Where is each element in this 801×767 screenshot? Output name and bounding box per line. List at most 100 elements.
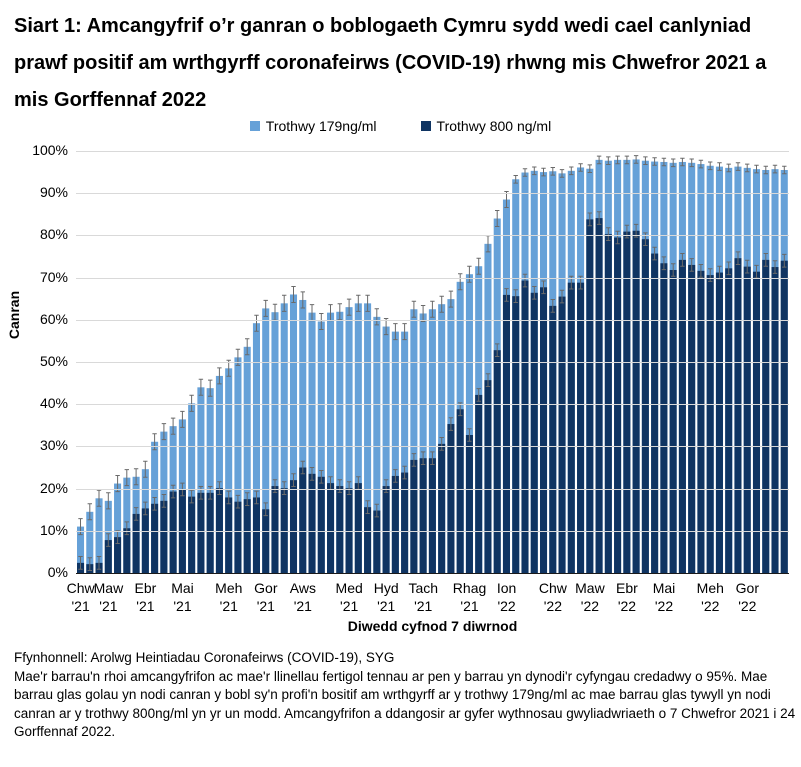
gridline [76,193,789,195]
stacked-bar-dark [595,218,603,573]
stacked-bar-light [465,274,473,573]
stacked-bar-dark [354,483,362,573]
stacked-bar-dark [669,270,677,573]
stacked-bar-dark [271,486,279,573]
stacked-bar-dark [762,259,770,573]
stacked-bar-dark [586,219,594,573]
stacked-bar-dark [299,467,307,573]
stacked-bar-dark [512,296,520,573]
y-tick-label: 100% [32,142,68,158]
legend-item-800: Trothwy 800 ng/ml [420,118,552,134]
y-tick-label: 60% [39,310,68,327]
stacked-bar-dark [780,260,788,573]
stacked-bar-dark [114,537,122,573]
y-tick-label: 30% [39,437,68,454]
x-tick-label: Chw '21 [66,580,95,614]
stacked-bar-dark [614,237,622,573]
y-tick-label: 10% [39,521,68,538]
stacked-bar-light [225,368,233,573]
bars-svg [77,155,788,573]
x-tick-label: Meh '21 [215,580,243,614]
x-tick-label: Maw '21 [93,580,124,614]
stacked-bar-dark [604,234,612,573]
stacked-bar-dark [688,264,696,573]
stacked-bar-dark [660,263,668,573]
gridline [76,404,789,406]
error-bars [78,155,787,571]
stacked-bar-light [410,309,418,573]
stacked-bar-light [336,311,344,573]
stacked-bar-light [354,303,362,573]
stacked-bar-dark [252,497,260,573]
stacked-bar-dark [752,271,761,573]
stacked-bar-dark [188,496,196,573]
stacked-bar-dark [317,476,325,573]
x-tick-label: Ion '22 [496,580,517,614]
stacked-bar-dark [539,287,548,573]
stacked-bar-dark [262,509,270,573]
stacked-bar-dark [577,282,585,573]
stacked-bar-light [215,375,223,573]
footnote-source: Ffynhonnell: Arolwg Heintiadau Coronafei… [14,650,395,665]
stacked-bar-dark [234,501,242,573]
stacked-bar-light [95,498,103,573]
stacked-bar-light [299,299,307,573]
x-tick-label: Rhag '21 [452,580,487,614]
stacked-bar-light [401,331,409,573]
stacked-bar-dark [410,459,418,573]
stacked-bar-light [197,387,205,573]
gridline [76,151,789,152]
x-tick-label: Gor '22 [735,580,759,614]
stacked-bar-dark [530,292,538,573]
stacked-bar-light [234,357,242,573]
stacked-bar-light [77,526,85,573]
x-tick-label: Meh '22 [696,580,724,614]
stacked-bar-dark [567,282,575,573]
stacked-bar-dark [289,480,298,573]
stacked-bar-dark [197,492,205,573]
stacked-bar-dark [697,270,705,573]
stacked-bar-dark [484,380,492,573]
stacked-bar-light [280,303,288,573]
stacked-bar-dark [447,424,455,573]
stacked-bar-dark [475,394,483,573]
stacked-bar-light [391,331,399,573]
x-axis-title: Diwedd cyfnod 7 diwrnod [347,618,518,634]
stacked-bar-light [86,511,94,573]
x-tick-label: Chw '22 [538,580,567,614]
gridline [76,446,789,448]
y-tick-label: 50% [39,353,68,369]
stacked-bar-light [262,308,270,573]
y-tick-label: 90% [39,184,68,201]
stacked-bar-dark [327,483,335,573]
stacked-bar-dark [123,528,131,573]
legend-label-800: Trothwy 800 ng/ml [436,118,552,134]
stacked-bar-dark [725,268,733,573]
stacked-bar-light [308,312,316,573]
stacked-bar-dark [438,443,446,573]
stacked-bar-light [345,307,353,573]
gridline [76,530,789,532]
stacked-bar-dark [651,253,659,573]
stacked-bar-light [327,312,335,573]
stacked-bar-dark [141,508,149,573]
stacked-bar-dark [391,475,399,573]
stacked-bar-dark [715,272,723,573]
stacked-bar-light [252,323,260,573]
stacked-bar-light [419,313,427,573]
stacked-bar-dark [678,259,686,573]
stacked-bar-dark [345,488,353,573]
x-tick-label: Med '21 [335,580,363,614]
stacked-bar-dark [382,486,390,573]
stacked-bar-dark [632,230,640,573]
stacked-bar-dark [225,497,233,573]
stacked-bar-dark [132,513,140,573]
legend: Trothwy 179ng/ml Trothwy 800 ng/ml [0,118,801,134]
gridline [76,362,789,363]
x-tick-label: Gor '21 [254,580,278,614]
stacked-bar-dark [401,472,409,573]
stacked-bar-light [243,346,251,573]
gridline [76,277,789,279]
stacked-bar-light [114,483,122,573]
